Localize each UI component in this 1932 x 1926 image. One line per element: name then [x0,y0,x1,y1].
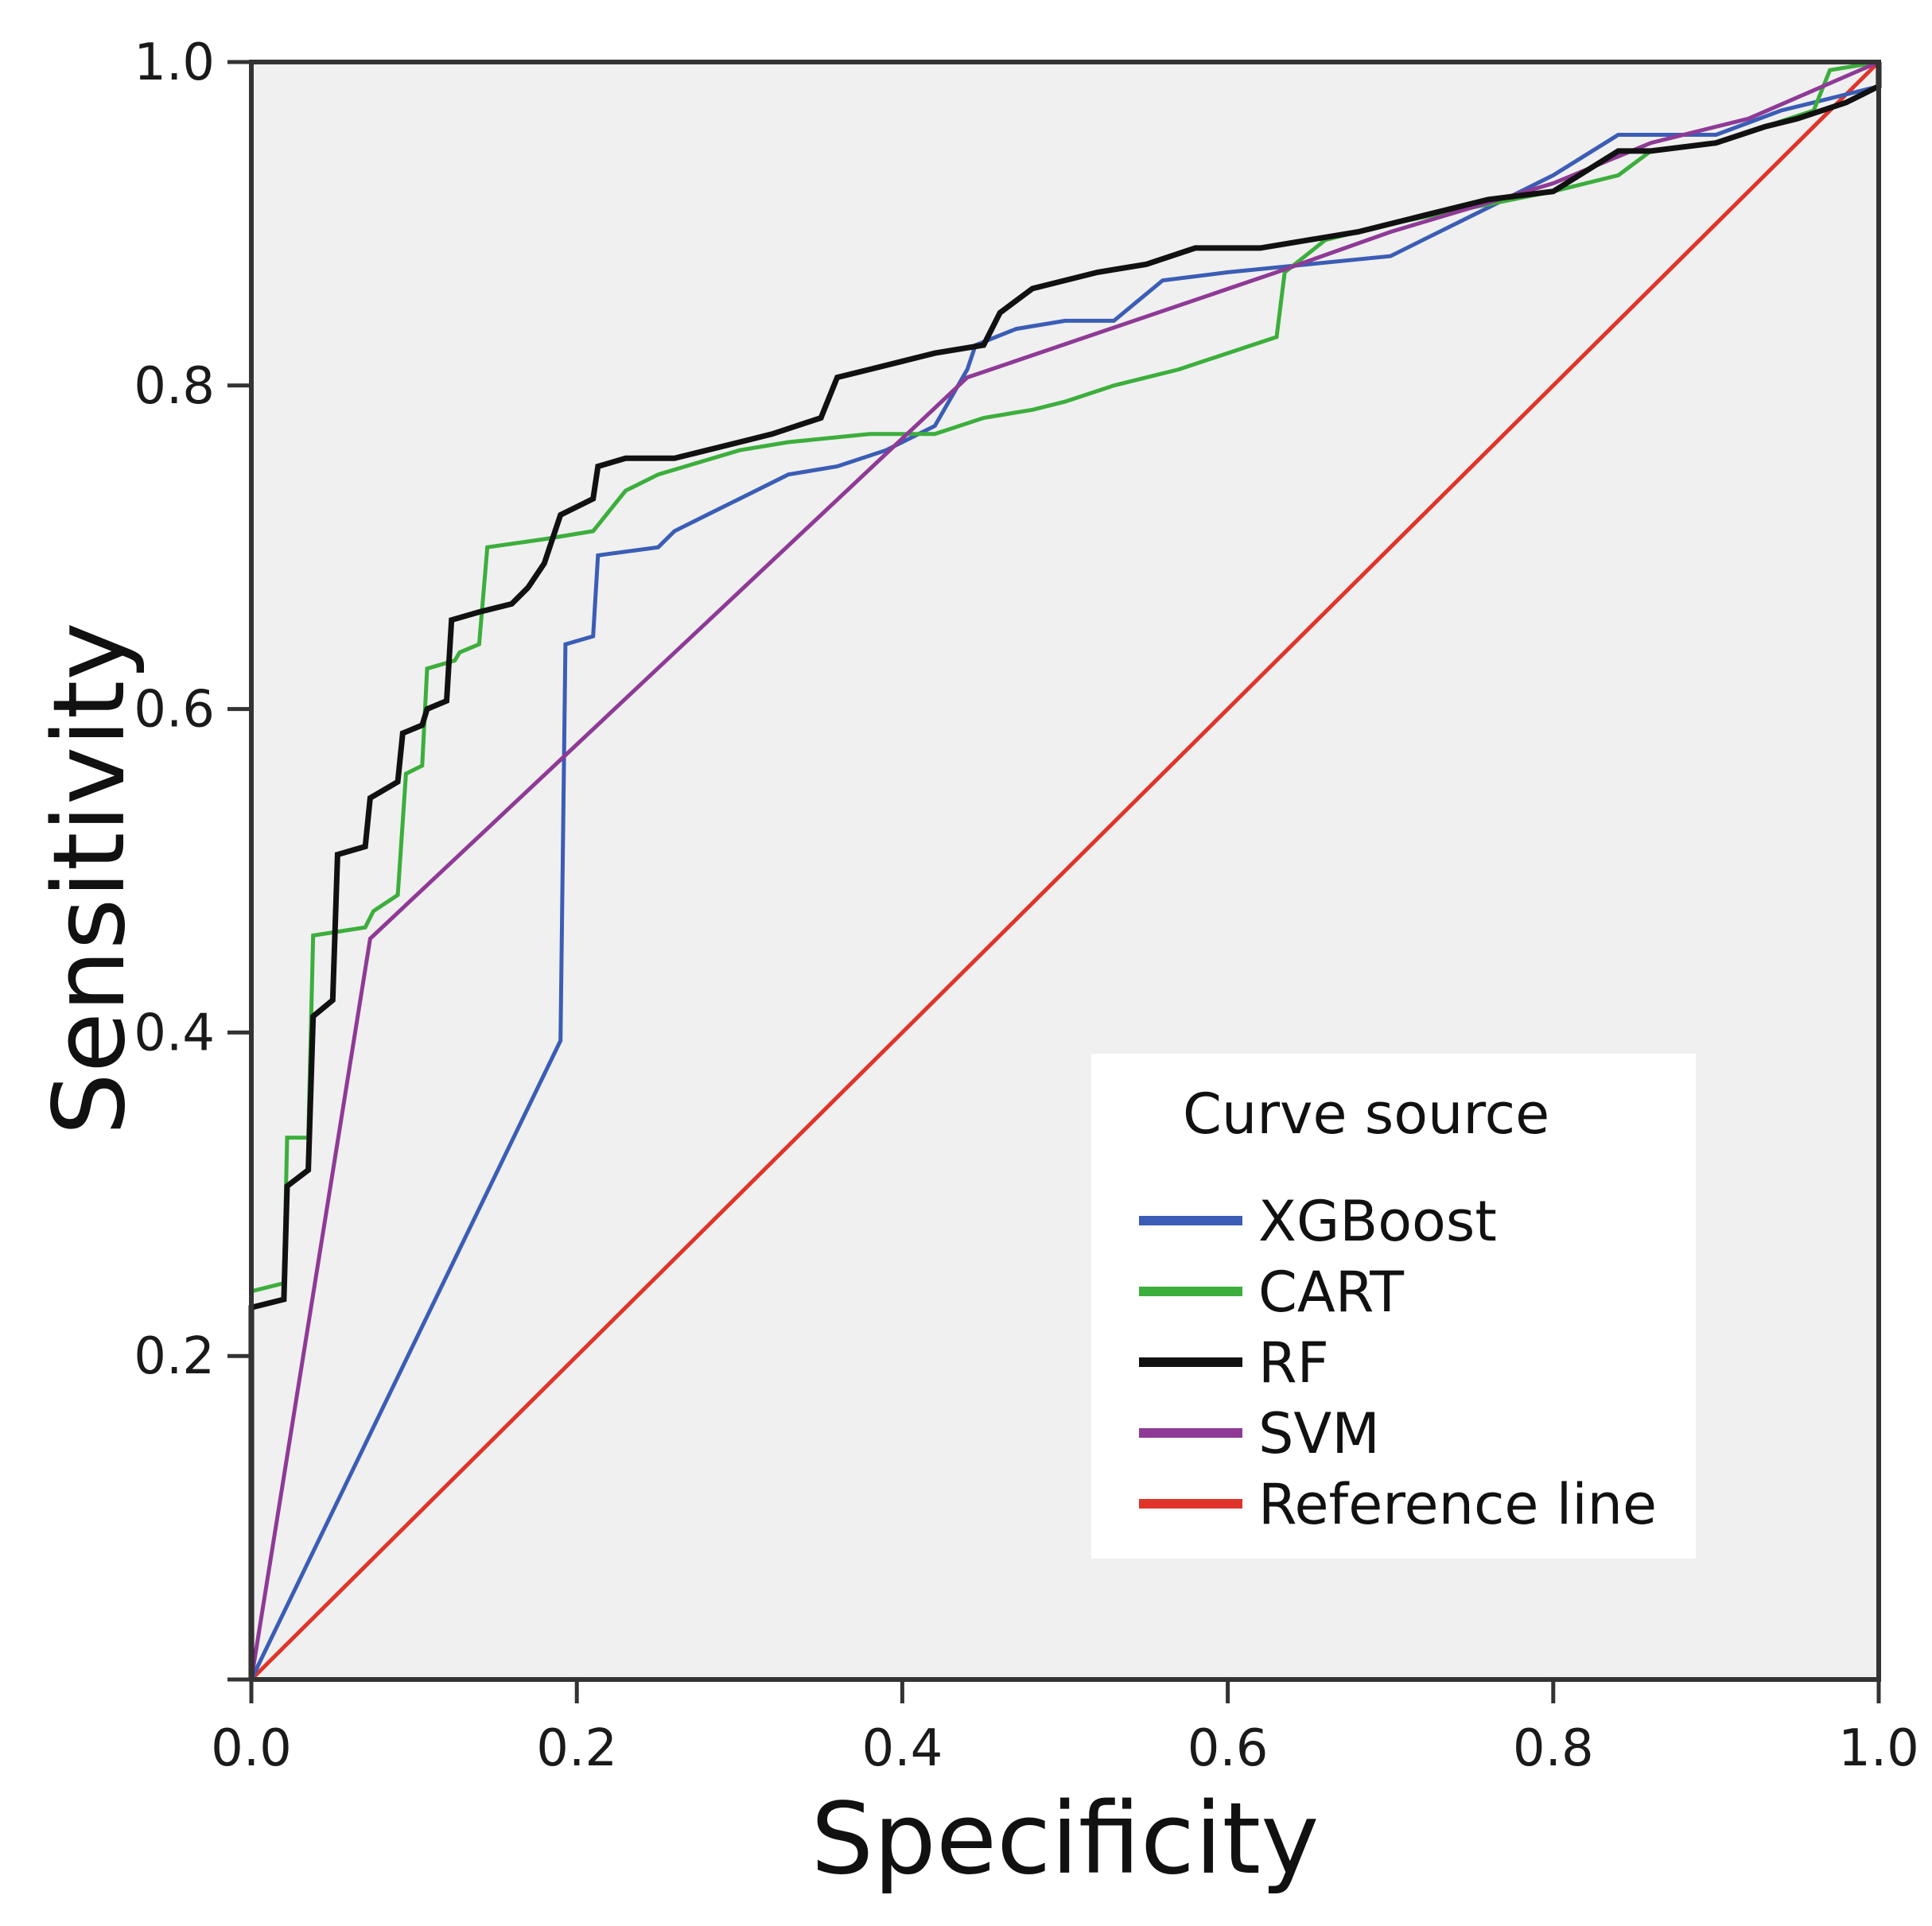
legend-box [1091,1054,1696,1559]
y-tick-label: 0.4 [134,1004,215,1062]
legend-title: Curve source [1183,1081,1549,1147]
y-axis-title: Sensitivity [33,622,147,1136]
x-axis-title: Specificity [811,1782,1319,1897]
y-tick-label: 0.8 [134,357,215,416]
series-line-rf [248,62,1882,1679]
series-layer [248,60,1882,1681]
x-tick-label: 0.2 [536,1719,617,1778]
series-line-xgboost [249,62,1881,1681]
legend-label-svm: SVM [1258,1401,1380,1466]
legend-label-cart: CART [1258,1260,1404,1325]
ticks-layer: 0.0 0.2 0.4 0.6 0.8 1.0 0.2 0.4 0.6 0.8 1.0 [134,33,1919,1778]
y-tick-label: 0.2 [134,1327,215,1386]
x-tick-label: 0.6 [1188,1719,1269,1778]
x-tick-label: 1.0 [1838,1719,1919,1778]
legend-label-xgboost: XGBoost [1258,1189,1497,1254]
x-tick-label: 0.0 [211,1719,292,1778]
x-tick-label: 0.4 [862,1719,943,1778]
legend-label-rf: RF [1258,1330,1329,1396]
x-tick-label: 0.8 [1513,1719,1594,1778]
series-line-svm [249,60,1880,1680]
y-tick-label: 0.6 [134,681,215,740]
plot-frame [249,60,1881,1682]
y-tick-label: 1.0 [134,33,215,92]
series-line-reference-line [250,60,1880,1681]
legend-label-reference-line: Reference line [1258,1472,1657,1537]
